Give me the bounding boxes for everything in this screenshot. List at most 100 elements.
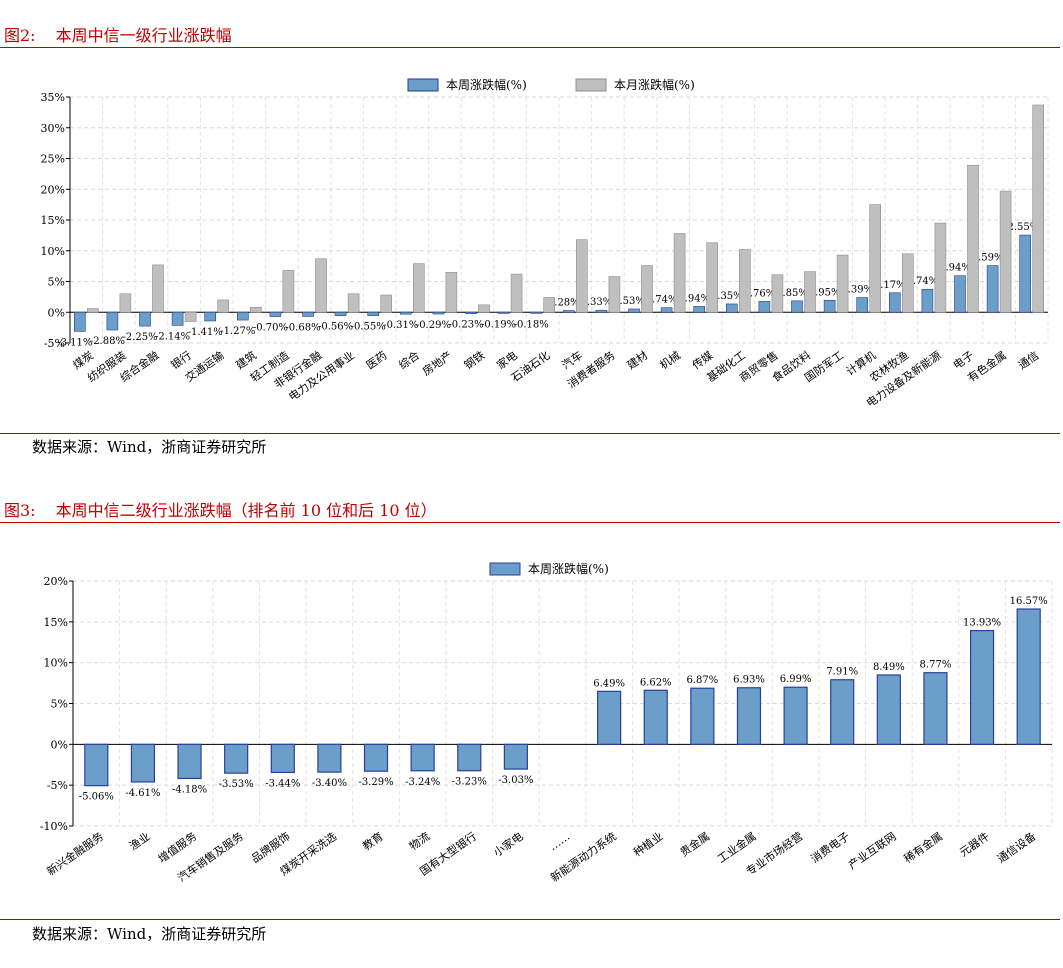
bar-monthly <box>934 222 947 313</box>
data-label: -3.11% <box>57 337 92 348</box>
bar-weekly <box>1019 234 1032 313</box>
x-category-label: 消费电子 <box>808 829 852 866</box>
data-label: 1.76% <box>744 288 776 299</box>
x-category-label: 品牌服饰 <box>248 829 292 866</box>
y-tick-label: 20% <box>44 575 68 588</box>
bar-monthly <box>217 299 229 313</box>
bar-monthly <box>836 254 849 313</box>
data-label: -5.06% <box>79 792 114 803</box>
y-tick-label: 5% <box>51 698 68 711</box>
bar-weekly <box>783 686 808 745</box>
data-label: -2.88% <box>90 336 125 347</box>
x-category-label: 医药 <box>364 349 389 372</box>
bar-weekly <box>317 743 342 773</box>
bar-monthly <box>315 258 327 313</box>
bar-weekly <box>84 743 109 787</box>
x-category-label: 教育 <box>360 829 386 853</box>
y-tick-label: 0% <box>48 306 65 319</box>
bar-monthly <box>999 190 1012 313</box>
bar-monthly <box>250 307 262 313</box>
data-label: -3.23% <box>452 777 487 788</box>
data-label: 1.35% <box>711 291 743 302</box>
data-label: -3.53% <box>219 779 254 790</box>
data-label: -0.18% <box>514 319 549 330</box>
legend-label: 本月涨跌幅(%) <box>614 77 695 92</box>
bar-monthly <box>901 253 914 313</box>
bar-weekly <box>830 679 855 745</box>
figure-3-top-rule <box>0 522 1060 523</box>
bar-monthly <box>771 274 784 313</box>
bar-weekly <box>457 743 482 772</box>
x-category-label: 机械 <box>657 348 683 372</box>
bar-weekly <box>876 674 901 745</box>
bar-weekly <box>856 297 869 313</box>
bar-monthly <box>510 273 523 313</box>
data-label: 16.57% <box>1010 596 1048 607</box>
data-label: -0.31% <box>383 320 418 331</box>
y-tick-label: 35% <box>41 91 65 104</box>
figure-2-number: 图2: <box>4 26 36 45</box>
figure-3-title: 图3: 本周中信二级行业涨跌幅（排名前 10 位和后 10 位） <box>4 497 437 521</box>
figure-2-bottom-rule <box>0 433 1060 434</box>
data-label: -3.29% <box>358 777 393 788</box>
y-tick-label: 10% <box>44 657 68 670</box>
data-label: 8.77% <box>920 660 952 671</box>
bar-weekly <box>410 743 435 772</box>
bar-monthly <box>673 233 686 313</box>
x-category-label: 元器件 <box>957 830 991 860</box>
bar-monthly <box>412 263 425 313</box>
data-label: 6.62% <box>640 677 672 688</box>
data-label: -3.03% <box>498 775 533 786</box>
bar-monthly <box>608 276 621 313</box>
data-label: 6.49% <box>593 678 625 689</box>
data-label: 5.94% <box>939 263 971 274</box>
figure-3-source: 数据来源：Wind，浙商证券研究所 <box>32 925 267 943</box>
data-label: -3.40% <box>312 778 347 789</box>
bar-monthly <box>1032 104 1044 313</box>
data-label: 0.33% <box>581 297 613 308</box>
bar-weekly <box>224 743 249 774</box>
data-label: -0.70% <box>253 323 288 334</box>
bar-weekly <box>693 306 706 313</box>
bar-weekly <box>204 311 216 322</box>
x-category-label: 综合 <box>396 348 422 372</box>
data-label: -2.14% <box>155 331 190 342</box>
legend-label: 本周涨跌幅(%) <box>528 561 609 576</box>
x-category-label: 物流 <box>406 829 432 853</box>
bar-monthly <box>119 293 132 313</box>
y-tick-label: -10% <box>40 820 68 833</box>
bar-weekly <box>736 687 762 745</box>
data-label: 8.49% <box>873 662 905 673</box>
x-category-label: 增值服务 <box>155 829 199 866</box>
data-label: 7.59% <box>972 253 1004 264</box>
bar-weekly <box>269 311 282 317</box>
chart-industry-level1: -5%0%5%10%15%20%25%30%35%-3.11%-2.88%-2.… <box>41 77 1049 410</box>
bar-monthly <box>869 204 882 313</box>
bar-weekly <box>139 311 151 327</box>
bar-monthly <box>380 294 393 313</box>
data-label: 13.93% <box>963 618 1001 629</box>
data-label: -3.24% <box>405 777 440 788</box>
data-label: 0.28% <box>548 298 580 309</box>
data-label: -0.19% <box>481 319 516 330</box>
bar-weekly <box>171 311 184 326</box>
chart-industry-level2: -10% -5% 0% 5% 10% 15% 20% -5.06% -4.61% -4.18% -3… <box>40 561 1053 885</box>
bar-weekly <box>530 311 543 314</box>
bar-weekly <box>363 743 389 772</box>
bar-monthly <box>641 265 653 313</box>
legend-label: 本周涨跌幅(%) <box>446 77 527 92</box>
x-category-label: 种植业 <box>630 829 665 859</box>
x-category-label: 通信设备 <box>994 829 1038 866</box>
bar-weekly <box>628 308 640 313</box>
data-label: -4.18% <box>172 784 207 795</box>
bar-weekly <box>725 303 738 313</box>
x-category-label: 钢铁 <box>462 349 487 372</box>
bar-weekly <box>643 689 668 745</box>
data-label: -0.55% <box>351 322 386 333</box>
data-label: -0.56% <box>318 322 353 333</box>
y-tick-label: -5% <box>47 779 68 792</box>
bar-monthly <box>967 164 979 313</box>
x-category-label: 渔业 <box>127 830 152 853</box>
bar-monthly <box>445 271 458 313</box>
bar-monthly <box>87 308 99 313</box>
